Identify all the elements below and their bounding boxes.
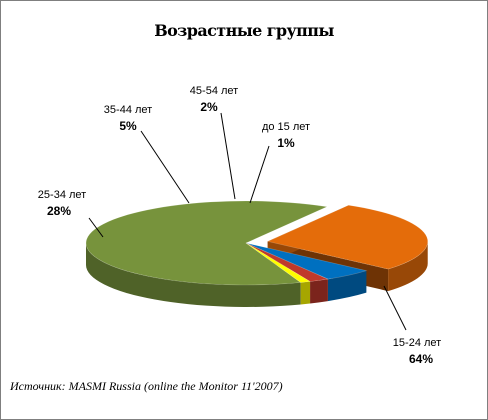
label-35-44-pct: 5% [119,119,137,133]
label-under-15-pct: 1% [277,136,295,150]
slice-side-45-54-лет [310,279,328,304]
label-under-15-name: до 15 лет [262,121,310,133]
slice-side-35-44-лет [327,270,367,302]
label-35-44-name: 35-44 лет [104,104,152,116]
label-15-24-name: 15-24 лет [393,337,441,349]
label-45-54-name: 45-54 лет [190,85,238,97]
leader-line-under-15 [249,145,270,204]
label-45-54-pct: 2% [200,100,218,114]
slice-25-34-лет [266,204,429,270]
leader-lines [88,112,407,331]
label-15-24-pct: 64% [409,352,433,366]
leader-line-15-24 [383,285,407,331]
pie-tops [85,200,429,286]
leader-line-45-54 [220,112,236,200]
slice-labels: 15-24 лет 64% 25-34 лет 28% 35-44 лет 5%… [38,85,441,366]
chart-title: Возрастные группы [154,21,334,40]
slice-35-44-лет [245,242,368,280]
label-25-34-name: 25-34 лет [38,189,86,201]
leader-line-35-44 [140,130,190,204]
slice-side-25-34-лет [388,241,428,292]
source-note: Источник: MASMI Russia (online the Monit… [10,379,283,393]
label-25-34-pct: 28% [47,204,71,218]
slice-45-54-лет [245,242,329,282]
leader-line-25-34 [88,217,104,238]
slice-15-24-лет [85,200,329,286]
slice-side-до-15-лет [300,281,311,305]
slice-side-15-24-лет [85,243,301,308]
slice-до-15-лет [245,242,311,283]
